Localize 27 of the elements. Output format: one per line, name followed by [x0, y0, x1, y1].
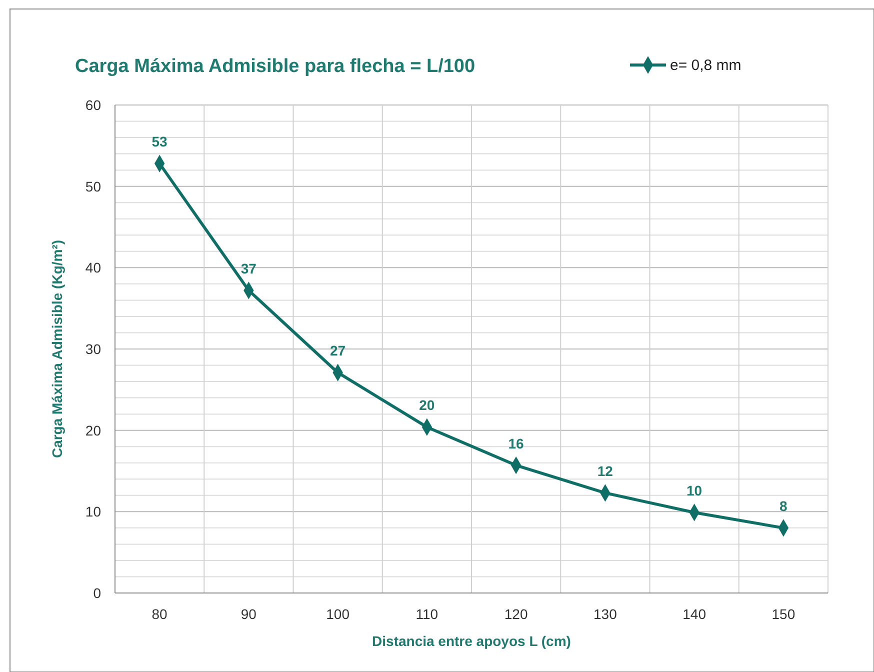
data-label: 10 — [686, 482, 702, 498]
data-label: 27 — [330, 342, 346, 359]
y-tick-label: 20 — [85, 422, 102, 438]
data-label: 16 — [508, 435, 524, 452]
y-tick-label: 10 — [85, 504, 102, 520]
y-tick-label: 50 — [85, 178, 102, 194]
x-tick-label: 100 — [326, 606, 350, 622]
x-tick-label: 150 — [772, 606, 796, 622]
data-label: 8 — [780, 498, 788, 514]
y-tick-label: 0 — [93, 585, 102, 601]
x-tick-label: 140 — [682, 606, 706, 622]
x-tick-label: 120 — [504, 606, 528, 622]
legend-label: e= 0,8 mm — [670, 57, 742, 74]
data-label: 37 — [240, 260, 257, 276]
y-axis-title: Carga Máxima Admisible (Kg/m²) — [49, 240, 65, 458]
data-label: 53 — [152, 134, 168, 150]
y-tick-label: 40 — [85, 260, 102, 276]
x-tick-label: 80 — [152, 606, 168, 622]
chart-title: Carga Máxima Admisible para flecha = L/100 — [75, 56, 476, 77]
x-tick-label: 110 — [416, 606, 438, 622]
x-axis-title: Distancia entre apoyos L (cm) — [372, 633, 571, 649]
x-tick-label: 90 — [240, 606, 257, 622]
y-tick-label: 60 — [85, 97, 102, 113]
data-label: 12 — [597, 462, 614, 479]
data-label: 20 — [419, 397, 435, 414]
x-tick-label: 130 — [594, 606, 618, 622]
y-tick-label: 30 — [85, 341, 102, 357]
